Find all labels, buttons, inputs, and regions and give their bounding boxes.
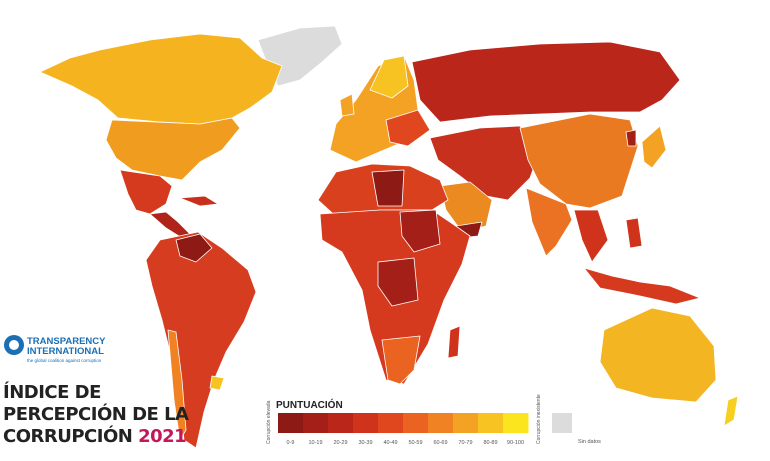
china xyxy=(519,113,639,209)
libya xyxy=(371,169,405,207)
arabia xyxy=(439,181,493,233)
logo-icon-inner xyxy=(9,340,19,350)
south-america xyxy=(145,231,257,449)
legend-bin-label: 90-100 xyxy=(507,440,524,446)
legend-bin-label: 70-79 xyxy=(458,440,472,446)
uk xyxy=(339,93,355,117)
indonesia xyxy=(583,267,701,305)
russia xyxy=(411,41,681,123)
legend-bin-label: 0-9 xyxy=(287,440,295,446)
title-line: CORRUPCIÓN xyxy=(3,425,132,447)
mexico xyxy=(119,169,173,215)
logo-name: TRANSPARENCY xyxy=(27,336,106,347)
legend-bin-label: 60-69 xyxy=(433,440,447,446)
title-year: 2021 xyxy=(138,426,186,447)
korea xyxy=(625,129,637,147)
legend-swatch xyxy=(453,413,479,433)
legend-bin-label: 40-49 xyxy=(383,440,397,446)
legend-swatch xyxy=(478,413,504,433)
japan xyxy=(641,125,667,169)
legend-swatch xyxy=(303,413,329,433)
legend-bin-label: 30-39 xyxy=(358,440,372,446)
philippines xyxy=(625,217,643,249)
title: ÍNDICE DE PERCEPCIÓN DE LA CORRUPCIÓN 20… xyxy=(3,381,190,447)
legend-swatch xyxy=(403,413,429,433)
uruguay xyxy=(209,375,225,391)
central-america xyxy=(149,211,191,239)
madagascar xyxy=(447,325,461,359)
legend-no-data-label: Sin datos xyxy=(578,439,601,445)
no-data-swatch xyxy=(552,413,572,433)
middle-east xyxy=(429,125,541,201)
legend-swatch xyxy=(328,413,354,433)
legend-bin-label: 10-19 xyxy=(308,440,322,446)
usa xyxy=(105,117,241,181)
legend-swatch xyxy=(378,413,404,433)
legend: PUNTUACIÓN Corrupción elevada Corrupción… xyxy=(266,394,601,446)
title-line: ÍNDICE DE xyxy=(3,381,101,403)
title-line: PERCEPCIÓN DE LA xyxy=(3,403,189,425)
legend-swatch xyxy=(278,413,304,433)
legend-low-label: Corrupción elevada xyxy=(266,400,272,444)
new-zealand xyxy=(723,395,739,427)
canada xyxy=(39,33,283,125)
southeast-asia xyxy=(573,209,609,263)
legend-swatch xyxy=(428,413,454,433)
scandinavia xyxy=(369,55,409,99)
legend-title: PUNTUACIÓN xyxy=(276,398,343,411)
legend-bin-label: 20-29 xyxy=(333,440,347,446)
legend-swatch xyxy=(503,413,529,433)
logo: TRANSPARENCY INTERNATIONAL the global co… xyxy=(4,335,106,363)
legend-high-label: Corrupción inexistente xyxy=(536,394,542,444)
logo-name: INTERNATIONAL xyxy=(27,346,104,357)
congo xyxy=(377,257,419,307)
legend-bin-label: 80-89 xyxy=(483,440,497,446)
legend-bin-label: 50-59 xyxy=(408,440,422,446)
southern-africa xyxy=(381,335,421,385)
logo-tagline: the global coalition against corruption xyxy=(27,358,102,363)
india xyxy=(525,187,573,257)
title-line: CORRUPCIÓN 2021 xyxy=(3,425,186,447)
caribbean xyxy=(179,195,219,207)
world-map xyxy=(39,25,739,449)
legend-swatch xyxy=(353,413,379,433)
sudan xyxy=(399,209,441,253)
venezuela xyxy=(175,233,213,263)
australia xyxy=(599,307,717,403)
eastern-europe xyxy=(385,109,431,147)
chile xyxy=(167,329,187,441)
